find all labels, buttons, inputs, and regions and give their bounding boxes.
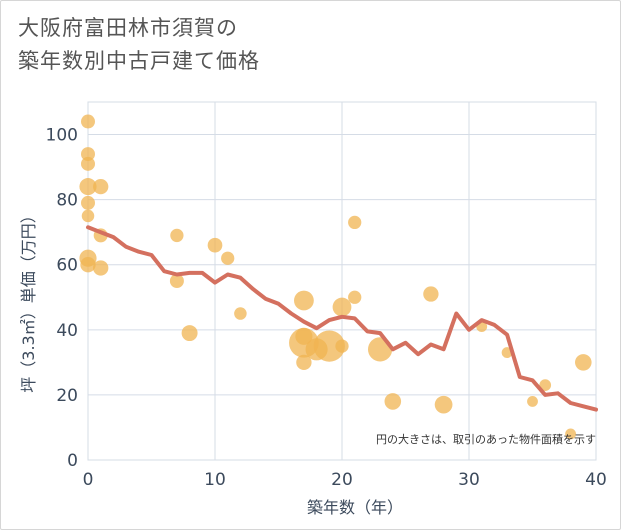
data-bubble (234, 307, 247, 320)
data-bubble (527, 395, 538, 407)
data-bubble (575, 354, 592, 371)
y-tick-label: 100 (46, 126, 78, 146)
x-tick-label: 40 (585, 470, 607, 490)
x-axis-label: 築年数（年） (307, 498, 403, 517)
data-bubble (81, 195, 95, 210)
x-tick-label: 0 (83, 470, 94, 490)
data-bubble (79, 178, 97, 196)
y-tick-label: 40 (56, 321, 78, 341)
data-bubble (181, 325, 198, 342)
chart-title: 大阪府富田林市須賀の 築年数別中古戸建て価格 (18, 12, 260, 78)
data-bubble (93, 178, 109, 195)
data-bubble (423, 286, 439, 302)
data-bubble (539, 379, 552, 392)
data-bubble (81, 114, 95, 129)
grid-lines (87, 101, 597, 461)
bubble-size-note: 円の大きさは、取引のあった物件面積を示す (376, 432, 596, 446)
y-axis-label: 坪（3.3㎡）単価（万円） (19, 207, 38, 392)
data-bubble (313, 330, 345, 362)
title-line-1: 大阪府富田林市須賀の (18, 16, 238, 40)
y-tick-label: 0 (67, 451, 78, 471)
y-tick-label: 80 (56, 191, 78, 211)
data-bubble (296, 354, 312, 371)
data-bubble (169, 274, 184, 288)
title-line-2: 築年数別中古戸建て価格 (18, 49, 260, 73)
x-tick-label: 10 (204, 470, 226, 490)
data-bubble (294, 290, 314, 311)
data-bubble (332, 297, 352, 317)
bubble-series (79, 114, 592, 440)
data-bubble (80, 257, 96, 273)
data-bubble (348, 215, 362, 230)
data-bubble (348, 290, 362, 304)
x-tick-label: 30 (458, 470, 480, 490)
axis-ticks: 0 20 40 60 80 100 0 10 20 30 40 (46, 126, 607, 490)
data-bubble (81, 156, 95, 171)
data-bubble (565, 428, 577, 440)
y-tick-label: 60 (56, 256, 78, 276)
data-bubble (93, 260, 109, 276)
average-price-line (86, 225, 598, 412)
data-bubble (81, 147, 95, 162)
data-bubble (170, 228, 184, 243)
data-bubble (335, 339, 349, 353)
average-line-series (86, 225, 598, 412)
data-bubble (221, 251, 235, 265)
data-bubble (207, 237, 223, 253)
data-bubble (384, 393, 402, 410)
data-bubble (81, 209, 95, 223)
y-tick-label: 20 (56, 386, 78, 406)
data-bubble (434, 395, 453, 414)
x-tick-label: 20 (331, 470, 353, 490)
